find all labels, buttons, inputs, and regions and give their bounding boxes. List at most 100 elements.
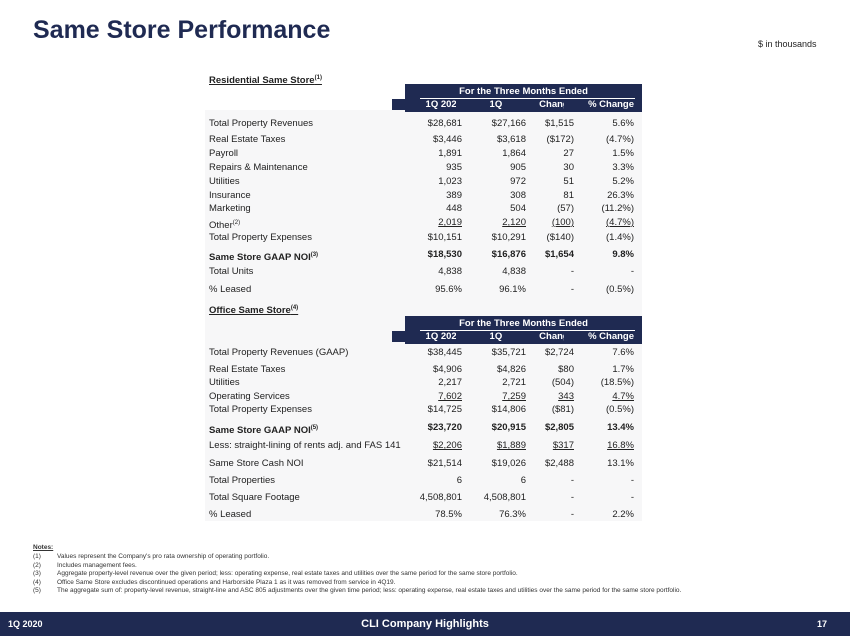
units: $ in thousands: [758, 39, 817, 49]
note-text: Office Same Store excludes discontinued …: [57, 578, 396, 586]
row-label: Total Property Revenues (GAAP): [209, 347, 348, 359]
cell: 4,508,801: [483, 492, 526, 503]
cell: $19,026: [491, 458, 526, 469]
cell: 4.7%: [612, 391, 634, 402]
period-header: For the Three Months Ended: [405, 86, 642, 97]
cell: 2,721: [502, 377, 526, 388]
cell: (1.4%): [606, 232, 634, 243]
section-title: Residential Same Store(1): [209, 72, 322, 87]
cell: 343: [558, 391, 574, 402]
cell: 5.2%: [612, 176, 634, 187]
note-text: Values represent the Company's pro rata …: [57, 553, 270, 560]
cell: $14,806: [491, 404, 526, 415]
row-label-text: Other: [209, 220, 233, 232]
cell: $2,488: [544, 458, 574, 469]
cell: -: [570, 492, 574, 503]
cell: (4.7%): [606, 217, 634, 228]
cell: $10,291: [491, 232, 526, 243]
row-label: Total Property Revenues: [209, 118, 313, 130]
row-label: Less: straight-lining of rents adj. and …: [209, 440, 401, 452]
page-number: 17: [817, 619, 828, 629]
cell: 96.1%: [499, 284, 526, 295]
cell: 78.5%: [435, 509, 462, 520]
cell: 7,602: [438, 391, 462, 402]
cell: 448: [446, 203, 462, 214]
row-label-text: Utilities: [209, 176, 240, 187]
row-label-text: % Leased: [209, 509, 252, 520]
row-label: Utilities: [209, 176, 240, 188]
cell: 95.6%: [435, 284, 462, 295]
footer-period: 1Q 2020: [8, 619, 43, 629]
cell: $3,446: [432, 134, 462, 145]
row-label-text: Total Property Revenues: [209, 118, 314, 129]
cell: $317: [552, 440, 574, 451]
cell: 1,023: [438, 176, 462, 187]
section-title: Office Same Store(4): [209, 302, 298, 317]
row-label: Other(2): [209, 217, 240, 232]
note-num: (3): [33, 570, 41, 577]
cell: $1,515: [544, 118, 574, 129]
cell: 13.1%: [607, 458, 634, 469]
column-header: % Change: [564, 99, 634, 110]
cell: (4.7%): [606, 134, 634, 145]
column-header: Change: [504, 99, 574, 110]
cell: $3,618: [496, 134, 526, 145]
row-label-text: Same Store GAAP NOI: [209, 425, 311, 437]
row-label-text: % Leased: [209, 284, 252, 295]
cell: ($81): [551, 404, 574, 415]
cell: 2.2%: [612, 509, 634, 520]
row-label: % Leased: [209, 509, 251, 521]
row-label: Real Estate Taxes: [209, 364, 285, 376]
cell: -: [630, 266, 634, 277]
cell: -: [630, 492, 634, 503]
column-header: % Change: [564, 331, 634, 342]
cell: 76.3%: [499, 509, 526, 520]
cell: 1.7%: [612, 364, 634, 375]
cell: $14,725: [427, 404, 462, 415]
row-label-text: Less: straight-lining of rents adj. and …: [209, 440, 401, 451]
footnote-ref: (3): [310, 252, 319, 258]
cell: (57): [557, 203, 574, 214]
note-num: (1): [33, 553, 41, 560]
cell: $2,724: [544, 347, 574, 358]
note-num: (5): [33, 587, 41, 594]
row-label: % Leased: [209, 284, 251, 296]
row-label-text: Total Square Footage: [209, 492, 300, 503]
cell: (18.5%): [600, 377, 634, 388]
note-text: The aggregate sum of: property-level rev…: [57, 587, 682, 594]
cell: 504: [510, 203, 526, 214]
row-label: Insurance: [209, 190, 251, 202]
notes-title: Notes:: [33, 544, 54, 551]
cell: ($140): [546, 232, 574, 243]
row-label-text: Total Property Revenues (GAAP): [209, 347, 349, 358]
footnote-ref: (1): [314, 75, 322, 81]
cell: 16.8%: [607, 440, 634, 451]
cell: 1,891: [438, 148, 462, 159]
row-label-text: Same Store Cash NOI: [209, 458, 304, 469]
cell: 6: [520, 475, 526, 486]
row-label: Same Store Cash NOI: [209, 458, 304, 470]
cell: $35,721: [491, 347, 526, 358]
cell: $2,805: [544, 422, 574, 433]
footnote-ref: (5): [310, 425, 319, 431]
row-label-text: Operating Services: [209, 391, 290, 402]
column-header: Change: [504, 331, 574, 342]
cell: (100): [551, 217, 574, 228]
cell: -: [570, 266, 574, 277]
row-label-text: Repairs & Maintenance: [209, 162, 308, 173]
cell: $20,915: [491, 422, 526, 433]
column-header: 1Q 2020: [392, 99, 462, 110]
row-label-text: Total Units: [209, 266, 254, 277]
cell: 2,019: [438, 217, 462, 228]
footer-center: CLI Company Highlights: [361, 618, 489, 630]
cell: 972: [510, 176, 526, 187]
row-label: Total Properties: [209, 475, 275, 487]
cell: $38,445: [427, 347, 462, 358]
cell: 389: [446, 190, 462, 201]
row-label: Same Store GAAP NOI(3): [209, 249, 318, 264]
cell: 935: [446, 162, 462, 173]
cell: 9.8%: [612, 249, 634, 260]
cell: 3.3%: [612, 162, 634, 173]
cell: 2,120: [502, 217, 526, 228]
